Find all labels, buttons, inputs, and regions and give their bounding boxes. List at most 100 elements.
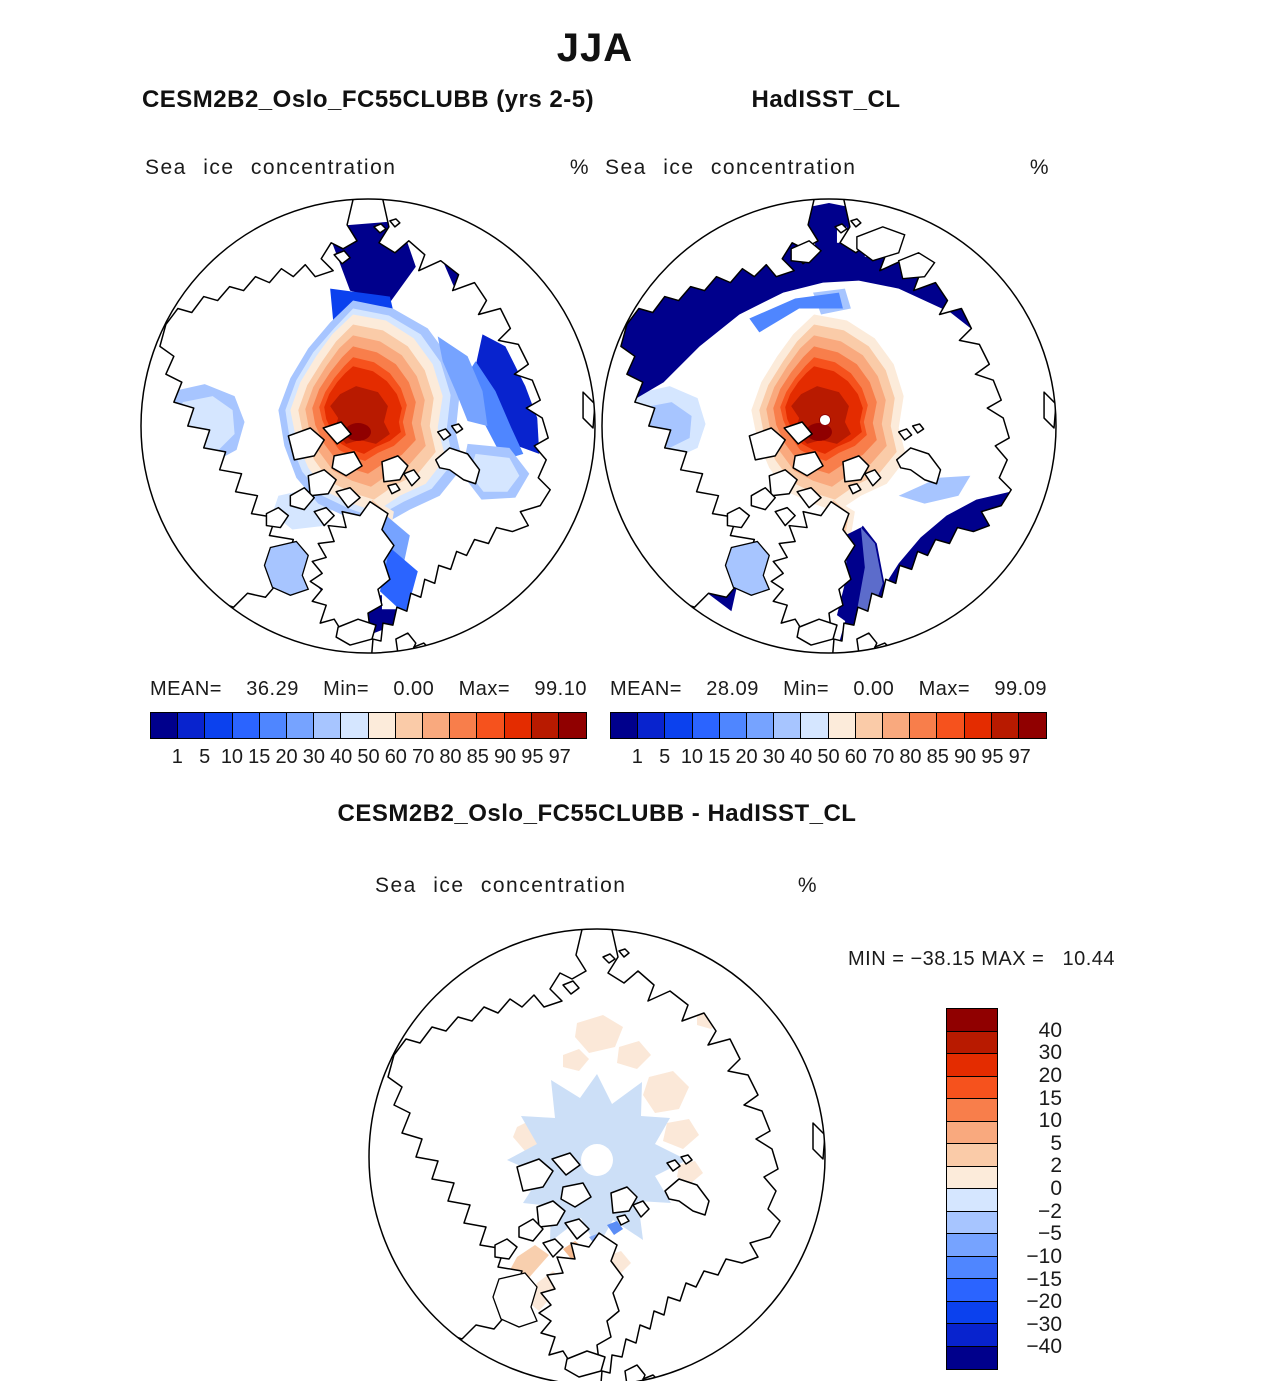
colorbar-cell	[946, 1300, 998, 1326]
map-boundary-circle	[140, 198, 596, 654]
colorbar-tick-label: 1	[171, 746, 183, 768]
colorbar-cell	[963, 712, 993, 739]
pole-hole	[819, 414, 831, 426]
colorbar-tick-label: 60	[384, 746, 407, 768]
colorbar-cell	[946, 1075, 998, 1100]
colorbar-tick-label: 30	[762, 746, 785, 768]
colorbar-tick-label: −2	[1038, 1199, 1062, 1223]
colorbar-cell	[258, 712, 288, 739]
model-colorbar	[150, 712, 588, 739]
colorbar-tick-label: 10	[1038, 1109, 1062, 1133]
colorbar-cell	[946, 1278, 998, 1303]
colorbar-cell	[530, 712, 560, 739]
colorbar-cell	[946, 1345, 998, 1371]
colorbar-tick-label: 85	[926, 746, 949, 768]
colorbar-cell	[946, 1233, 998, 1258]
colorbar-cell	[990, 712, 1020, 739]
colorbar-tick-label: 10	[680, 746, 704, 768]
colorbar-cell	[946, 1255, 998, 1280]
colorbar-cell	[476, 712, 506, 739]
min-value: 0.00	[393, 678, 435, 700]
colorbar-tick-label: 15	[248, 746, 271, 768]
obs-stats: MEAN= 28.09 Min= 0.00 Max= 99.09	[610, 678, 1047, 701]
max-label: Max=	[458, 678, 511, 700]
colorbar-tick-label: 20	[275, 746, 298, 768]
colorbar-cell	[946, 1188, 998, 1213]
colorbar-cell	[691, 712, 721, 739]
model-units-label: %	[569, 156, 590, 179]
colorbar-cell	[946, 1053, 998, 1078]
model-stats: MEAN= 36.29 Min= 0.00 Max= 99.10	[150, 678, 587, 701]
colorbar-cell	[936, 712, 966, 739]
colorbar-tick-label: 50	[817, 746, 840, 768]
diff-field-label: Sea ice concentration	[375, 874, 627, 897]
max-value: 99.10	[534, 678, 587, 700]
obs-subtitle: HadISST_CL	[751, 86, 901, 113]
colorbar-tick-label: −5	[1038, 1222, 1062, 1246]
colorbar-tick-label: −20	[1026, 1290, 1062, 1314]
colorbar-tick-label: 1	[631, 746, 643, 768]
colorbar-tick-label: 60	[844, 746, 867, 768]
colorbar-tick-label: 95	[521, 746, 544, 768]
colorbar-cell	[946, 1120, 998, 1145]
obs-map	[601, 198, 1057, 654]
colorbar-cell	[946, 1210, 998, 1235]
colorbar-tick-label: −10	[1026, 1244, 1062, 1268]
colorbar-tick-label: 5	[1050, 1131, 1062, 1155]
colorbar-tick-label: 80	[899, 746, 922, 768]
colorbar-cell	[558, 712, 588, 739]
min-label: Min=	[323, 678, 370, 700]
colorbar-tick-label: 2	[1050, 1154, 1062, 1178]
colorbar-tick-label: −15	[1026, 1267, 1062, 1291]
obs-field-label: Sea ice concentration	[605, 156, 857, 179]
colorbar-cell	[422, 712, 452, 739]
colorbar-cell	[367, 712, 397, 739]
colorbar-cell	[800, 712, 830, 739]
colorbar-tick-label: 50	[357, 746, 380, 768]
colorbar-cell	[286, 712, 316, 739]
colorbar-cell	[909, 712, 939, 739]
diff-minmax: MIN = −38.15 MAX = 10.44	[848, 948, 1116, 970]
colorbar-cell	[946, 1030, 998, 1055]
colorbar-tick-label: 0	[1050, 1177, 1062, 1200]
colorbar-cell	[177, 712, 207, 739]
mean-label: MEAN=	[150, 678, 222, 700]
colorbar-cell	[946, 1165, 998, 1190]
diff-units-label: %	[797, 874, 818, 897]
colorbar-tick-label: 97	[548, 746, 571, 768]
colorbar-cell	[854, 712, 884, 739]
diff-colorbar-labels: 40 30 20 15 10 5 2 0 −2 −5 −10 −15 −20 −30 −40	[1008, 1008, 1062, 1370]
mean-label: MEAN=	[610, 678, 682, 700]
colorbar-tick-label: 20	[1038, 1063, 1062, 1087]
colorbar-cell	[1018, 712, 1048, 739]
colorbar-cell	[340, 712, 370, 739]
colorbar-cell	[610, 712, 639, 739]
colorbar-tick-label: 15	[708, 746, 731, 768]
colorbar-cell	[394, 712, 424, 739]
colorbar-cell	[773, 712, 803, 739]
colorbar-tick-label: 95	[981, 746, 1004, 768]
colorbar-cell	[946, 1143, 998, 1168]
map-boundary-circle	[601, 198, 1057, 654]
colorbar-cell	[449, 712, 479, 739]
diff-colorbar	[946, 1008, 998, 1371]
colorbar-tick-label: 90	[953, 746, 977, 768]
colorbar-tick-label: 5	[199, 746, 211, 768]
model-field-label: Sea ice concentration	[145, 156, 397, 179]
colorbar-cell	[231, 712, 261, 739]
obs-units-label: %	[1029, 156, 1050, 179]
obs-colorbar	[610, 712, 1048, 739]
colorbar-cell	[946, 1098, 998, 1123]
diff-map	[368, 928, 826, 1381]
obs-colorbar-ticks: 1 5 10 15 20 30 40 50 60 70 80 85 90 95 97	[610, 742, 1047, 768]
max-label: Max=	[918, 678, 971, 700]
map-boundary-circle	[368, 928, 826, 1381]
mean-value: 36.29	[246, 678, 299, 700]
colorbar-tick-label: 70	[872, 746, 895, 768]
colorbar-cell	[664, 712, 694, 739]
colorbar-tick-label: 80	[439, 746, 462, 768]
mean-value: 28.09	[706, 678, 759, 700]
colorbar-cell	[946, 1008, 998, 1033]
colorbar-tick-label: 40	[330, 746, 353, 768]
colorbar-tick-label: 30	[1038, 1041, 1062, 1065]
